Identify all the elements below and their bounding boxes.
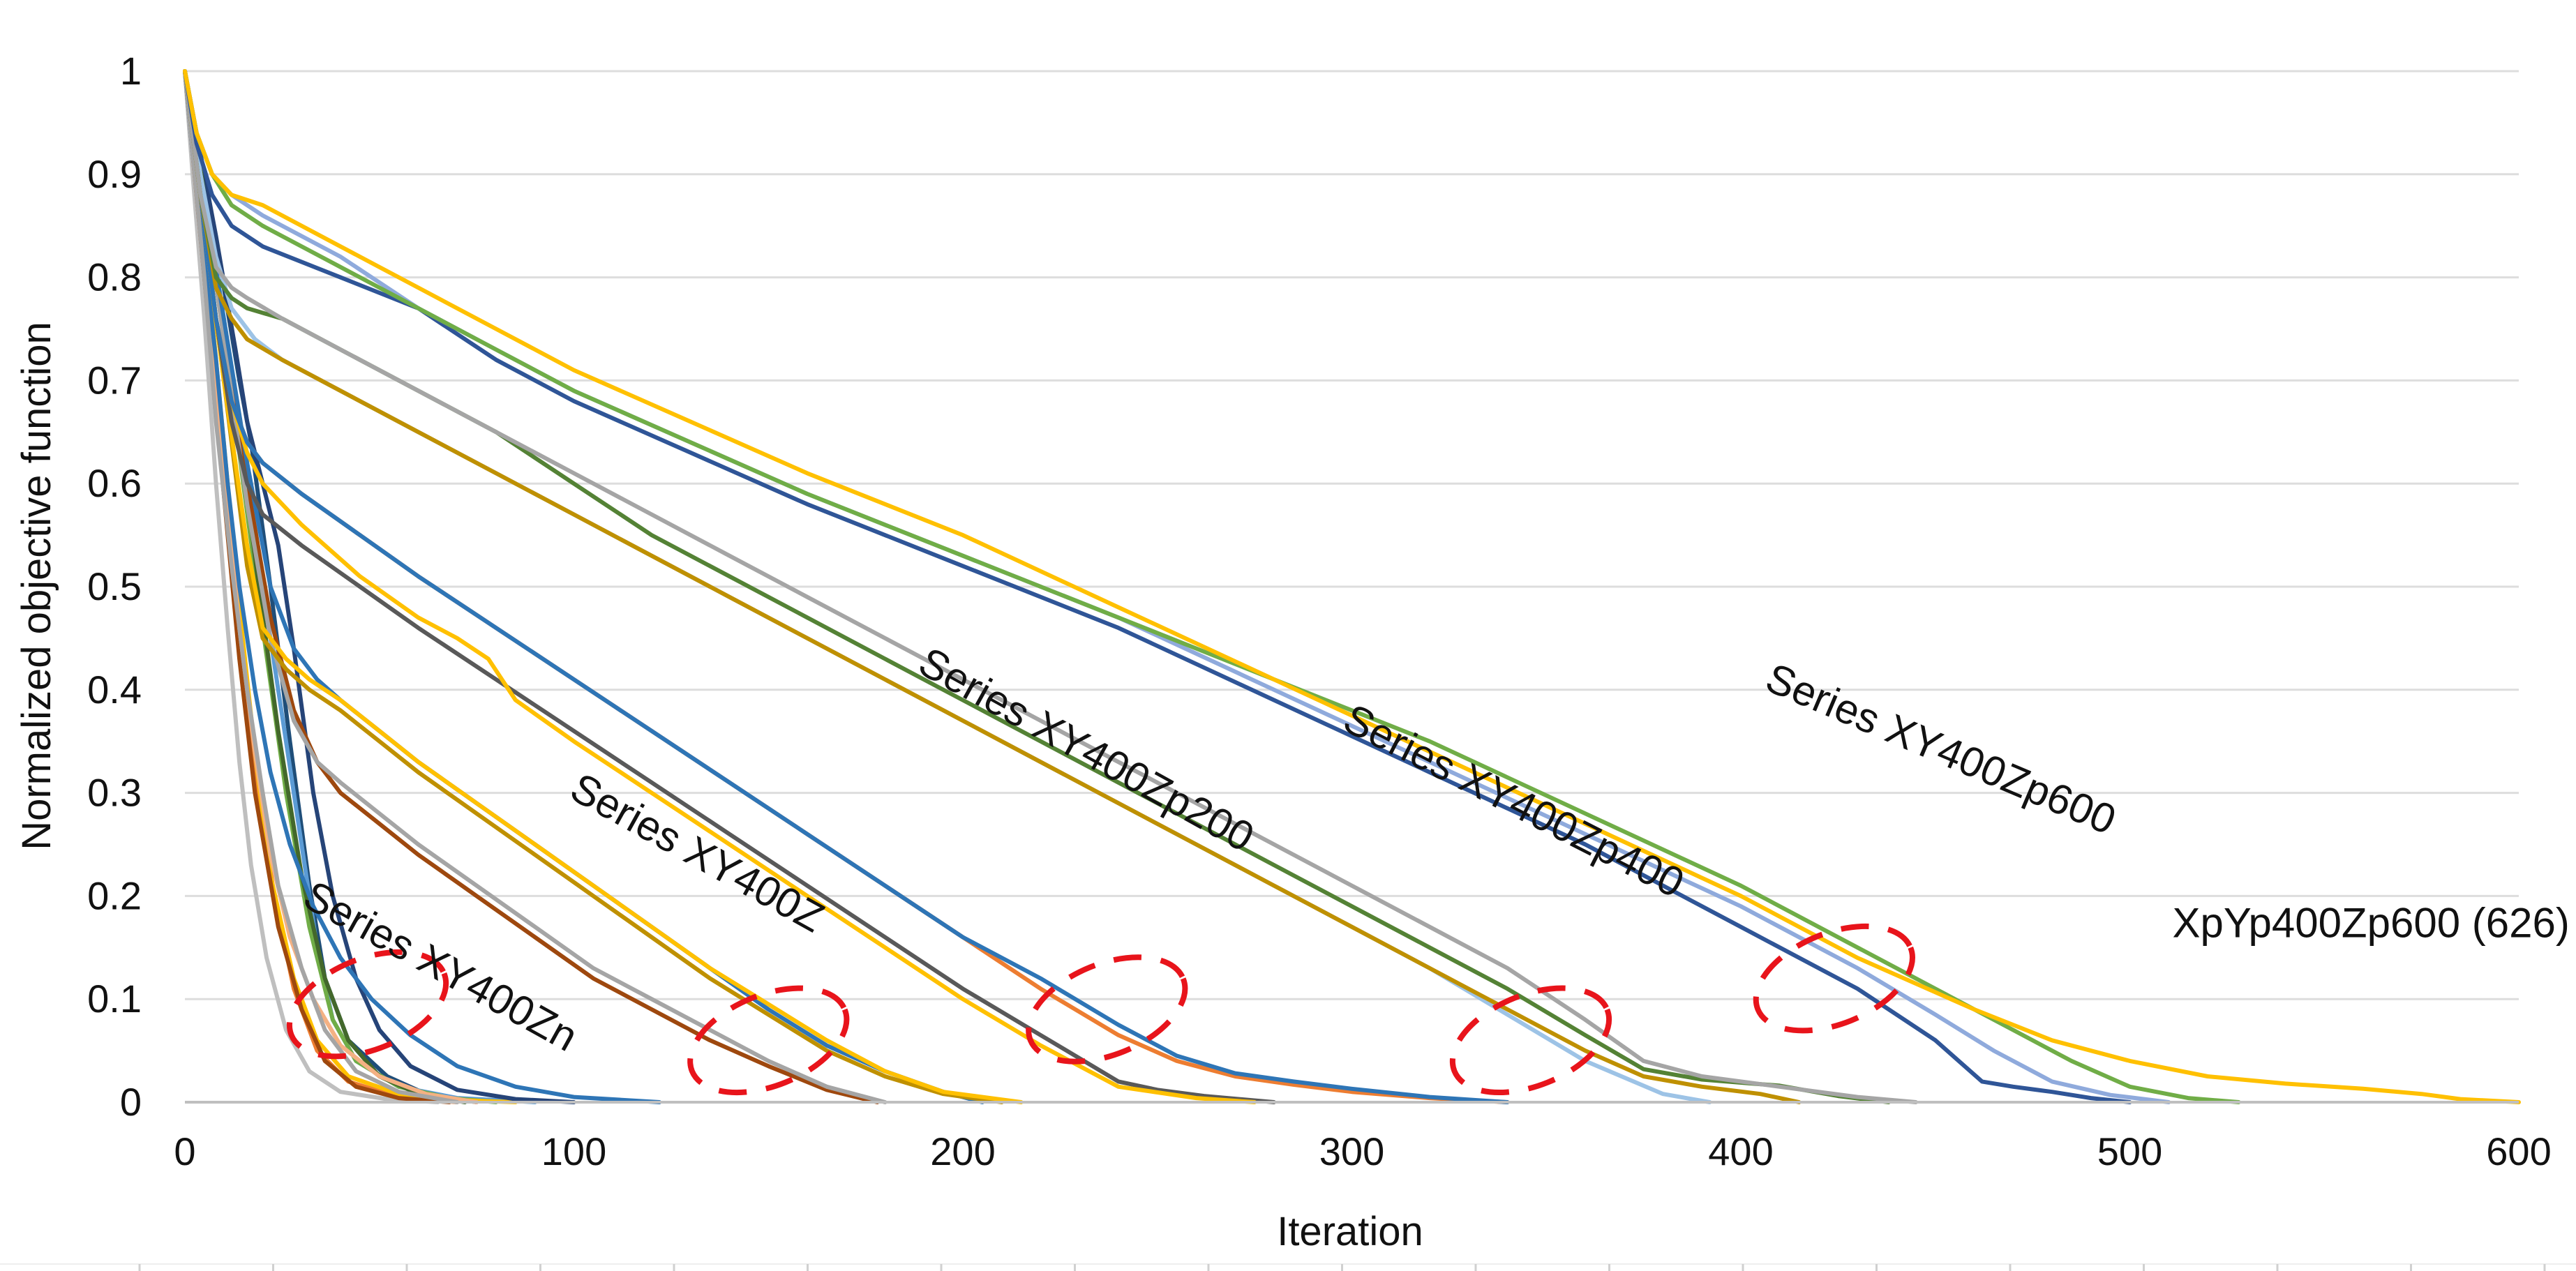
gridlines — [185, 70, 2519, 1000]
y-tick-0.6: 0.6 — [87, 461, 142, 505]
x-tick-500: 500 — [2097, 1129, 2162, 1173]
annotation-2: Series XY400Z — [563, 764, 832, 941]
marker-ellipse-2 — [687, 985, 850, 1096]
series-line-XY400Zn-11 — [183, 69, 662, 1104]
y-tick-0.9: 0.9 — [87, 152, 142, 196]
y-tick-0.5: 0.5 — [87, 564, 142, 608]
annotation-4: Series XY400Zp400 — [1336, 695, 1691, 906]
series-line-XY400Zp400-3 — [183, 69, 1891, 1104]
x-axis-title: Iteration — [1277, 1209, 1423, 1254]
series-line-XY400Zp400-4 — [183, 69, 1918, 1104]
series-line-XY400Z-4 — [183, 69, 1004, 1104]
series-line-XY400Zp600-1 — [183, 69, 2132, 1104]
annotation-5: Series XY400Zp600 — [1760, 654, 2123, 844]
series-line-XY400Z-2 — [183, 69, 888, 1104]
series-line-XY400Zp200-1 — [183, 69, 1276, 1104]
x-tick-200: 200 — [930, 1129, 995, 1173]
y-tick-0.8: 0.8 — [87, 255, 142, 299]
series-lines — [183, 69, 2521, 1104]
series-line-XY400Z-1 — [183, 69, 880, 1104]
y-tick-0.3: 0.3 — [87, 771, 142, 815]
x-tick-400: 400 — [1708, 1129, 1773, 1173]
x-tick-300: 300 — [1319, 1129, 1384, 1173]
y-tick-0: 0 — [120, 1080, 142, 1124]
y-tick-labels: 0 0.1 0.2 0.3 0.4 0.5 0.6 0.7 0.8 0.9 1 — [87, 49, 142, 1124]
annotation-6: XpYp400Zp600 (626) — [2173, 900, 2570, 947]
x-tick-labels: 0 100 200 300 400 500 600 — [174, 1129, 2551, 1173]
series-line-XY400Zp200-4 — [183, 69, 1510, 1104]
y-tick-0.1: 0.1 — [87, 977, 142, 1021]
bottom-edge-ticks — [0, 1263, 2576, 1271]
series-line-XY400Z-5 — [183, 69, 1024, 1104]
series-line-XY400Zp600-3 — [183, 69, 2241, 1104]
marker-ellipse-4 — [1449, 985, 1612, 1096]
series-line-XpYp400Zp600 (626) — [183, 69, 2521, 1104]
y-tick-0.7: 0.7 — [87, 358, 142, 402]
x-tick-600: 600 — [2486, 1129, 2551, 1173]
y-axis-title: Normalized objective function — [14, 322, 59, 850]
y-tick-0.2: 0.2 — [87, 873, 142, 917]
y-tick-1: 1 — [120, 49, 142, 93]
series-line-XY400Zp400-2 — [183, 69, 1802, 1104]
series-line-XY400Zn-6 — [183, 69, 440, 1104]
y-tick-0.4: 0.4 — [87, 668, 142, 712]
series-line-XY400Zn-12 — [183, 69, 460, 1104]
x-tick-0: 0 — [174, 1129, 195, 1173]
marker-ellipse-3 — [1026, 954, 1188, 1065]
x-tick-100: 100 — [541, 1129, 606, 1173]
